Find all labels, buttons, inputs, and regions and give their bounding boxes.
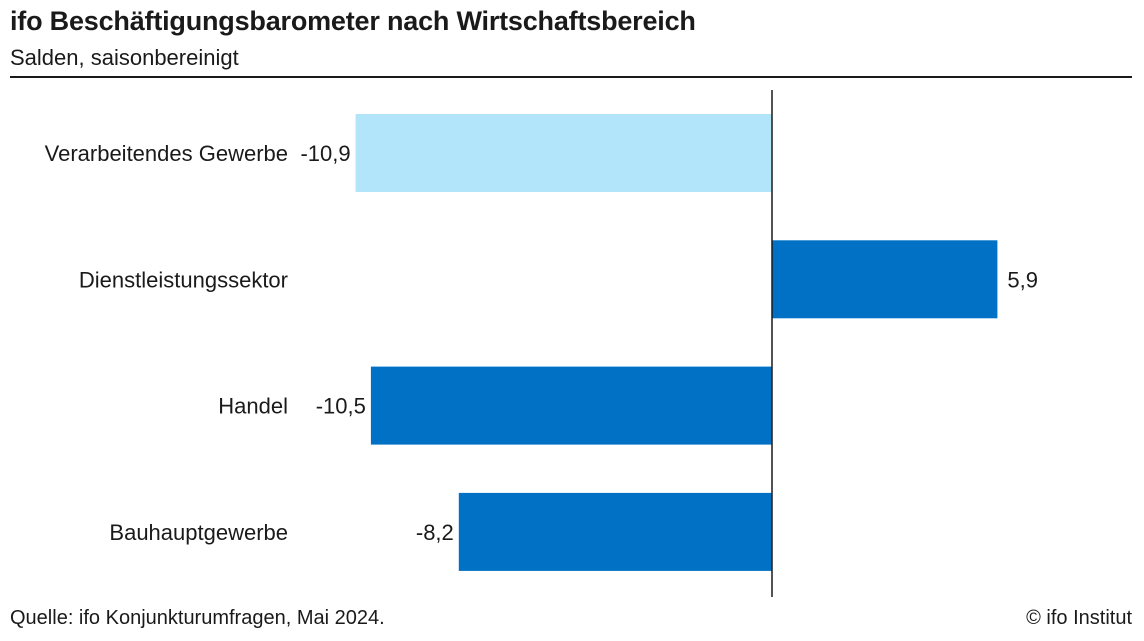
bar-verarbeitendes-gewerbe bbox=[355, 114, 772, 192]
title-divider bbox=[10, 76, 1132, 78]
bar-handel bbox=[370, 366, 772, 445]
category-label-verarbeitendes-gewerbe: Verarbeitendes Gewerbe bbox=[45, 141, 288, 166]
copyright-note: © ifo Institut bbox=[1026, 607, 1132, 629]
bar-bauhauptgewerbe bbox=[458, 492, 772, 571]
chart-title: ifo Beschäftigungsbarometer nach Wirtsch… bbox=[10, 6, 696, 36]
value-label-bauhauptgewerbe: -8,2 bbox=[416, 520, 454, 545]
source-note: Quelle: ifo Konjunkturumfragen, Mai 2024… bbox=[10, 607, 385, 629]
category-label-bauhauptgewerbe: Bauhauptgewerbe bbox=[109, 520, 288, 545]
value-label-dienstleistungssektor: 5,9 bbox=[1007, 267, 1038, 292]
bar-dienstleistungssektor bbox=[772, 240, 998, 319]
category-label-dienstleistungssektor: Dienstleistungssektor bbox=[79, 267, 288, 292]
chart-subtitle: Salden, saisonbereinigt bbox=[10, 45, 239, 70]
category-label-handel: Handel bbox=[218, 394, 288, 419]
value-label-handel: -10,5 bbox=[316, 394, 366, 419]
value-label-verarbeitendes-gewerbe: -10,9 bbox=[300, 141, 350, 166]
